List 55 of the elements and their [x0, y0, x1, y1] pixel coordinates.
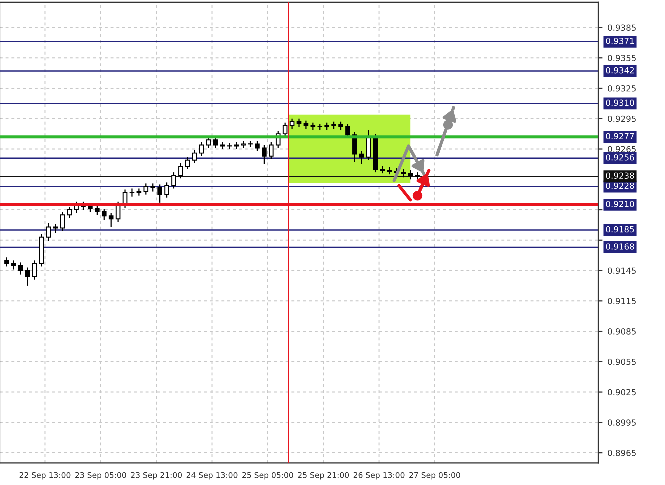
candlestick: [95, 205, 100, 216]
ref-line-label: 0.9210: [606, 201, 634, 208]
candlestick: [12, 260, 16, 270]
y-tick-label: 0.9265: [608, 146, 636, 153]
candlestick: [290, 118, 295, 130]
ref-line-label: 0.9310: [606, 100, 634, 106]
candlestick: [408, 170, 413, 180]
y-tick-label: 0.9385: [608, 24, 636, 32]
ref-line-label: 0.9228: [606, 182, 634, 190]
ref-line-label: 0.9238: [606, 172, 634, 180]
candlestick: [269, 142, 274, 160]
candlestick: [199, 142, 204, 157]
candlestick: [172, 172, 176, 190]
candlestick: [186, 156, 190, 170]
candlestick: [213, 136, 218, 149]
y-tick-label: 0.9115: [608, 298, 636, 304]
candlestick: [67, 206, 72, 219]
candlestick: [387, 166, 392, 176]
candlestick: [206, 136, 212, 149]
y-tick-label: 0.9145: [608, 268, 636, 274]
candlestick: [192, 150, 198, 164]
candlestick: [380, 166, 386, 174]
candlestick: [164, 182, 170, 198]
candlestick: [102, 208, 107, 221]
y-tick-label: 0.8995: [608, 420, 636, 426]
candlestick: [53, 224, 58, 234]
candlestick: [282, 122, 288, 138]
ref-line-label: 0.9371: [606, 38, 634, 44]
candlestick: [255, 140, 260, 152]
candlestick: [32, 260, 38, 280]
y-tick-label: 0.9295: [608, 116, 636, 122]
candlestick: [18, 262, 24, 276]
candlestick: [262, 144, 267, 165]
y-tick-label: 0.9355: [608, 55, 636, 62]
candlestick: [144, 183, 149, 196]
y-tick-label: 0.9025: [608, 389, 636, 396]
candlestick: [60, 211, 66, 232]
ref-line-label: 0.9185: [606, 226, 634, 233]
y-tick-label: 0.9055: [608, 358, 636, 366]
candlestick: [178, 162, 184, 180]
candlestick: [4, 257, 10, 268]
candlestick: [130, 188, 135, 198]
ref-line-label: 0.9168: [606, 244, 634, 250]
candlestick: [108, 212, 114, 228]
candlestick: [220, 142, 226, 150]
candlestick: [25, 267, 30, 287]
ref-line-label: 0.9342: [606, 67, 634, 74]
candlestick: [359, 150, 364, 165]
candlestick: [46, 222, 52, 242]
y-tick-label: 0.8965: [608, 450, 636, 456]
y-tick-label: 0.9085: [608, 328, 636, 335]
ref-line-label: 0.9256: [606, 154, 634, 161]
y-tick-label: 0.9325: [608, 85, 636, 92]
ref-line-label: 0.9277: [606, 133, 634, 140]
candlestick: [158, 184, 162, 204]
